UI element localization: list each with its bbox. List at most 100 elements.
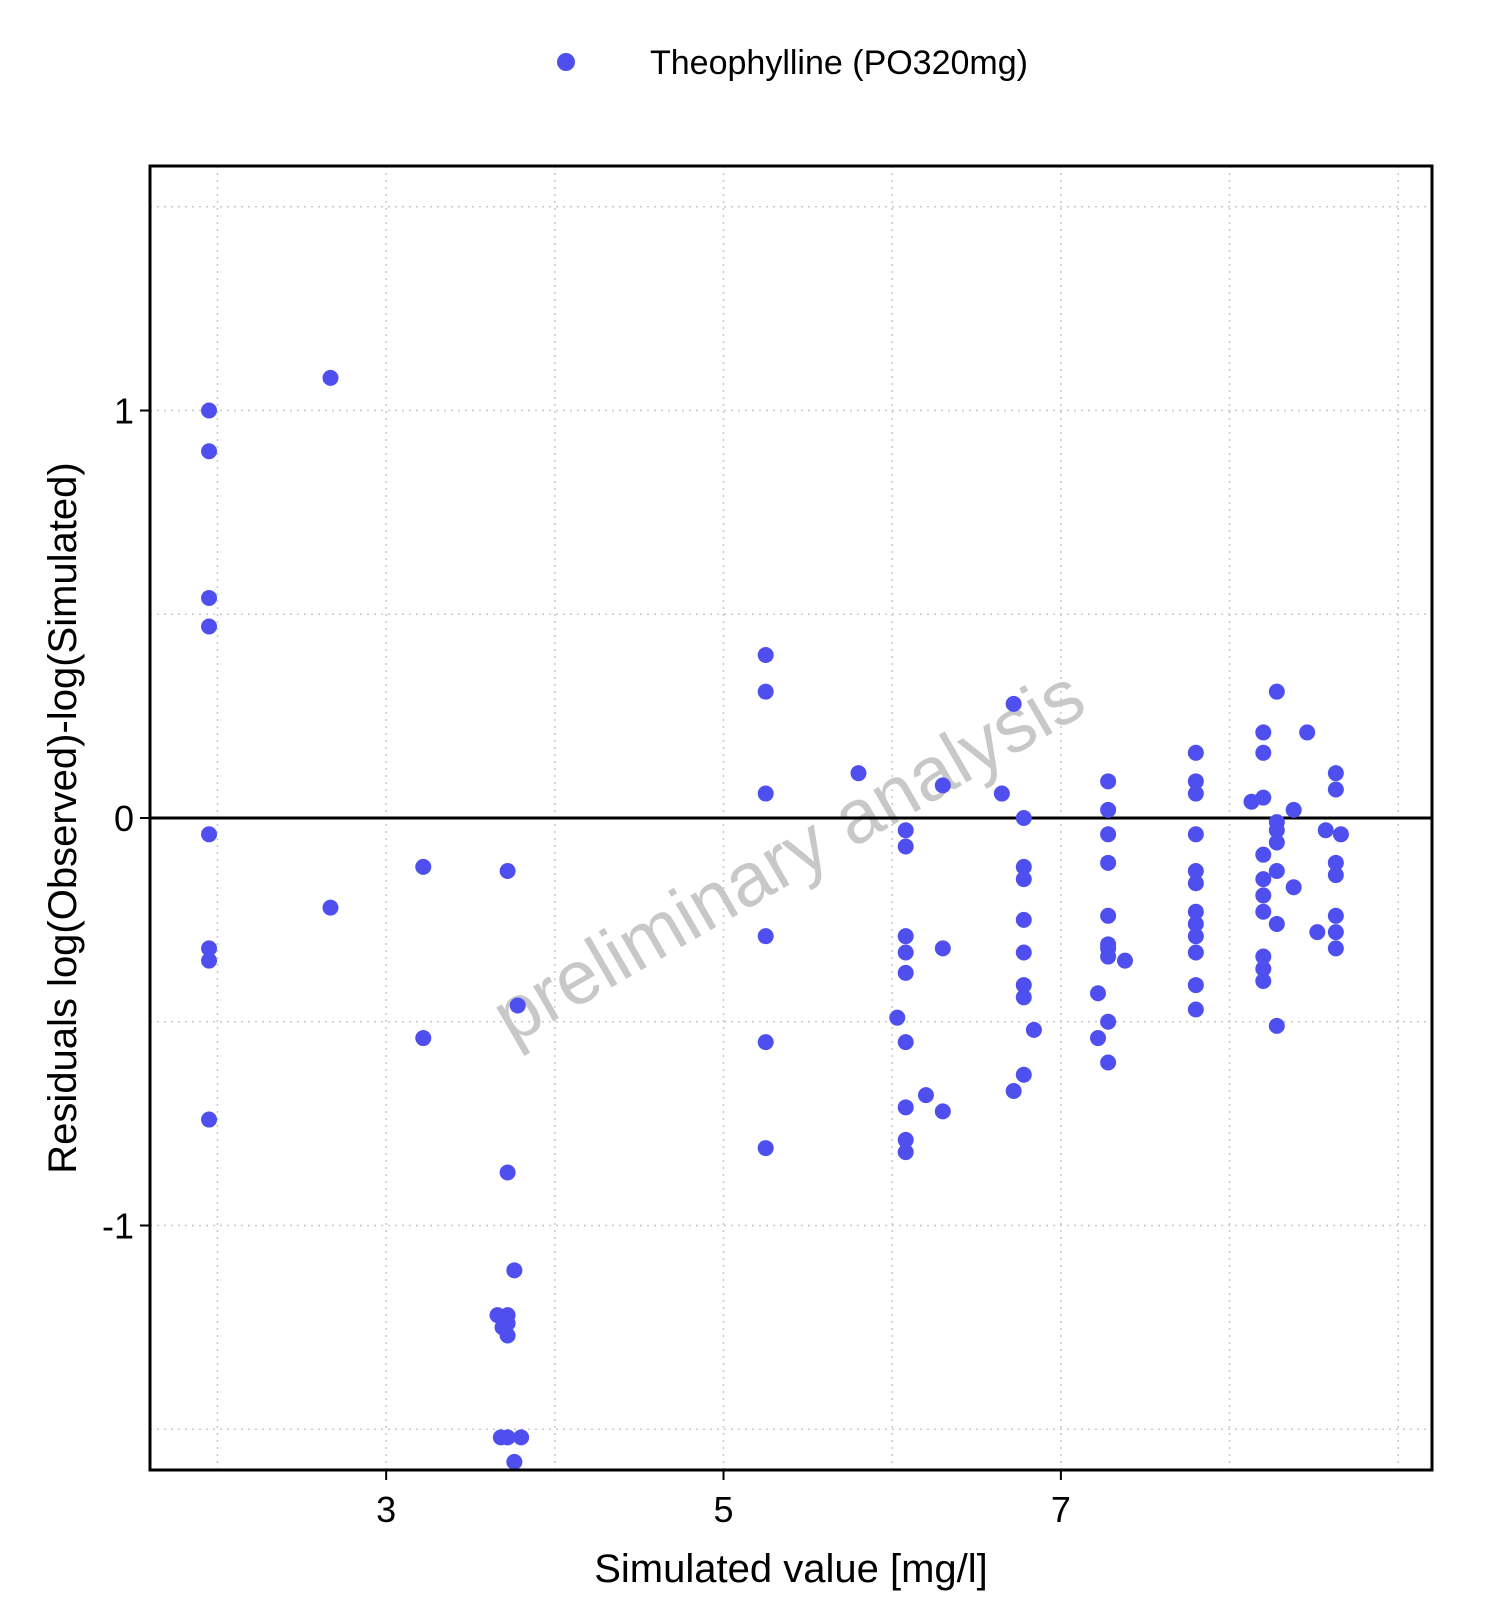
data-point (322, 899, 339, 916)
data-point (322, 369, 339, 386)
x-tick-label: 5 (714, 1489, 734, 1530)
data-point (897, 838, 914, 855)
data-point (757, 1034, 774, 1051)
data-point (201, 952, 218, 969)
data-point (1268, 822, 1285, 839)
data-point (1285, 879, 1302, 896)
data-point (1299, 724, 1316, 741)
data-point (1100, 826, 1117, 843)
data-point (415, 858, 432, 875)
data-point (934, 777, 951, 794)
data-point (1255, 846, 1272, 863)
data-point (1268, 834, 1285, 851)
data-point (1255, 744, 1272, 761)
data-point (757, 928, 774, 945)
data-point (934, 1103, 951, 1120)
data-point (1327, 854, 1344, 871)
y-axis-ticks: -1 0 1 (102, 391, 150, 1247)
data-point (1100, 801, 1117, 818)
data-point (1255, 973, 1272, 989)
data-point (850, 765, 867, 782)
data-point (513, 1429, 530, 1446)
data-point (1100, 1054, 1117, 1071)
data-points (201, 369, 1349, 1470)
data-point (757, 1140, 774, 1157)
data-point (1268, 1017, 1285, 1034)
data-point (1187, 875, 1204, 892)
data-point (1187, 744, 1204, 761)
data-point (1268, 683, 1285, 700)
data-point (499, 862, 516, 879)
data-point (1100, 854, 1117, 871)
x-tick-label: 3 (376, 1489, 396, 1530)
data-point (934, 940, 951, 957)
data-point (1327, 924, 1344, 941)
data-point (1090, 985, 1107, 1002)
data-point (917, 1087, 934, 1104)
data-point (201, 402, 218, 419)
y-tick-label: 0 (114, 798, 134, 839)
data-point (499, 1164, 516, 1181)
data-point (1255, 789, 1272, 806)
data-point (1255, 903, 1272, 920)
data-point (1327, 867, 1344, 884)
data-point (1255, 724, 1272, 741)
data-point (494, 1319, 511, 1336)
y-tick-label: -1 (102, 1206, 134, 1247)
data-point (897, 928, 914, 945)
data-point (1187, 977, 1204, 994)
watermark: preliminary analysis (478, 652, 1098, 1059)
data-point (415, 1030, 432, 1047)
x-axis-title: Simulated value [mg/l] (594, 1547, 988, 1591)
data-point (1100, 773, 1117, 790)
data-point (1100, 1013, 1117, 1030)
x-tick-label: 7 (1051, 1489, 1071, 1530)
legend-label: Theophylline (PO320mg) (650, 44, 1028, 82)
data-point (1015, 858, 1032, 875)
data-point (897, 1099, 914, 1116)
data-point (201, 589, 218, 606)
data-point (1015, 989, 1032, 1006)
data-point (1090, 1030, 1107, 1047)
x-axis-ticks: 3 5 7 (376, 1470, 1071, 1530)
data-point (1187, 773, 1204, 790)
data-point (201, 1111, 218, 1128)
data-point (889, 1009, 906, 1026)
data-point (492, 1429, 509, 1446)
data-point (489, 1307, 506, 1324)
data-point (1015, 1066, 1032, 1083)
data-point (1025, 1021, 1042, 1038)
data-point (757, 647, 774, 663)
data-point (1285, 801, 1302, 818)
data-point (897, 1131, 914, 1148)
data-point (1015, 977, 1032, 994)
data-point (1268, 862, 1285, 879)
data-point (201, 618, 218, 635)
data-point (993, 785, 1010, 802)
data-point (1255, 960, 1272, 977)
data-point (201, 826, 218, 843)
data-point (201, 443, 218, 460)
data-point (506, 1262, 523, 1279)
data-point (1187, 915, 1204, 932)
data-point (1332, 826, 1349, 843)
data-point (1015, 871, 1032, 888)
data-point (1100, 907, 1117, 924)
data-point (1100, 948, 1117, 965)
data-point (506, 1453, 523, 1470)
data-point (897, 944, 914, 961)
data-point (1327, 781, 1344, 798)
data-point (1187, 1001, 1204, 1018)
data-point (509, 997, 526, 1014)
data-point (1187, 944, 1204, 961)
legend: Theophylline (PO320mg) (557, 44, 1028, 82)
data-point (1015, 944, 1032, 961)
data-point (757, 683, 774, 700)
data-point (1187, 826, 1204, 843)
data-point (1317, 822, 1334, 839)
data-point (1187, 903, 1204, 920)
data-point (1327, 765, 1344, 782)
data-point (1268, 915, 1285, 932)
y-tick-label: 1 (114, 391, 134, 432)
